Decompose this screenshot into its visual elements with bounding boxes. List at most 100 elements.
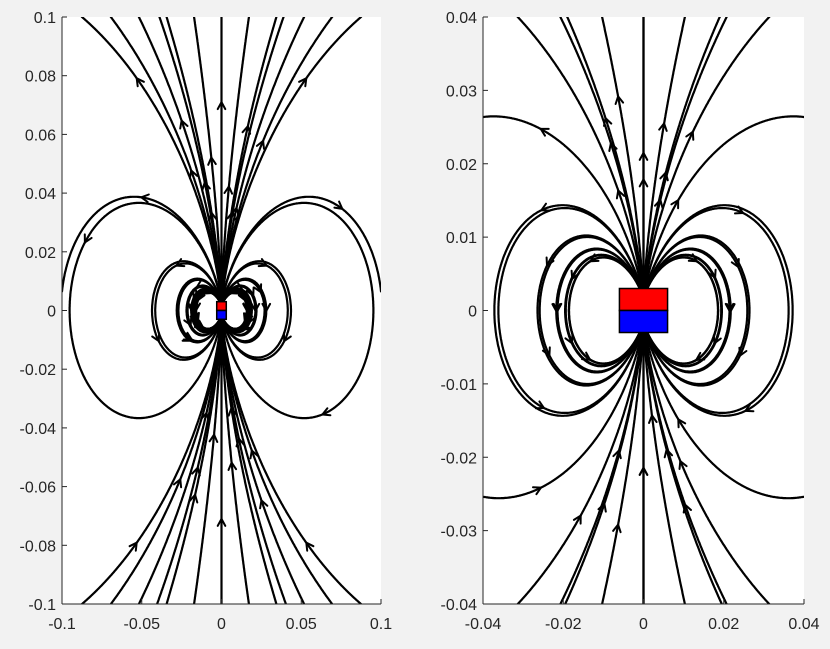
y-tick-label: 0.02	[446, 157, 477, 174]
field-line	[220, 17, 278, 304]
arrow-head	[182, 331, 193, 341]
field-line	[643, 330, 804, 500]
arrow-head	[612, 449, 622, 460]
field-line	[567, 256, 641, 365]
arrow-head	[200, 412, 210, 422]
arrow-head	[208, 433, 219, 443]
arrow-head	[259, 499, 269, 510]
arrow-head	[570, 269, 580, 280]
magnet-south-pole	[215, 309, 228, 321]
right-dipole-plot: -0.04 -0.02 0 0.02 0.04 -0.04 -0.03 -0.02 -0.01 0…	[441, 10, 820, 633]
arrow-head	[216, 101, 227, 111]
field-line	[150, 260, 222, 361]
arrow-head	[183, 316, 193, 327]
arrow-head	[659, 171, 669, 182]
arrow-head	[188, 493, 199, 504]
x-tick-label: 0.04	[788, 616, 819, 633]
field-line	[165, 17, 223, 304]
y-tick-label: 0.1	[34, 10, 56, 27]
arrow-head	[257, 258, 268, 268]
field-line	[559, 331, 644, 604]
field-line	[109, 17, 223, 304]
arrow-head	[695, 351, 706, 361]
field-line	[137, 317, 223, 604]
arrow-head	[534, 400, 545, 410]
field-line	[192, 318, 223, 604]
arrow-head	[250, 302, 261, 312]
arrow-head	[128, 541, 138, 552]
field-line	[137, 17, 223, 304]
x-tick-label: -0.04	[465, 616, 502, 633]
arrow-head	[249, 449, 259, 460]
x-tick-label: -0.05	[124, 616, 161, 633]
arrow-head	[333, 200, 344, 210]
arrow-head	[638, 467, 649, 476]
arrow-head	[253, 283, 263, 294]
field-line	[483, 330, 644, 500]
field-line	[220, 317, 278, 604]
field-line	[645, 235, 749, 386]
arrow-head	[540, 202, 551, 212]
arrow-head	[188, 169, 199, 180]
field-line	[220, 318, 363, 604]
arrow-head	[187, 303, 197, 312]
arrow-head	[648, 414, 658, 424]
field-line	[493, 204, 643, 417]
field-line	[645, 254, 723, 367]
arrow-head	[223, 185, 234, 195]
arrow-head	[140, 193, 150, 204]
field-line	[642, 17, 687, 291]
arrow-head	[173, 478, 183, 489]
field-line	[564, 254, 642, 367]
field-line	[220, 17, 363, 303]
arrow-head	[678, 460, 688, 470]
field-line	[221, 260, 293, 361]
field-line	[80, 17, 223, 303]
arrow-head	[638, 178, 649, 188]
y-tick-label: 0.01	[446, 230, 477, 247]
arrow-head	[572, 514, 582, 525]
arrow-head	[227, 407, 238, 417]
field-line	[80, 318, 223, 604]
field-line	[221, 278, 266, 343]
arrow-head	[612, 523, 622, 534]
field-line	[643, 17, 728, 290]
arrow-head	[83, 233, 93, 244]
field-line	[646, 256, 720, 365]
arrow-head	[541, 346, 551, 357]
arrow-head	[207, 211, 218, 222]
arrow-head	[734, 205, 744, 215]
y-tick-label: 0.04	[25, 186, 56, 203]
arrow-head	[175, 258, 186, 268]
field-line	[220, 17, 251, 303]
arrow-head	[654, 198, 664, 209]
field-line	[220, 17, 306, 304]
arrow-head	[724, 302, 735, 312]
field-line	[644, 207, 790, 414]
arrow-head	[539, 127, 550, 137]
x-tick-label: -0.1	[48, 616, 76, 633]
magnet-north-pole	[215, 300, 228, 312]
field-line	[221, 291, 249, 330]
field-line	[186, 285, 222, 336]
field-line	[483, 115, 643, 291]
field-lines	[483, 17, 804, 604]
x-tick-label: 0.1	[370, 616, 392, 633]
arrow-head	[685, 130, 695, 141]
arrow-head	[243, 312, 253, 323]
arrow-head	[658, 122, 668, 132]
y-tick-label: 0	[47, 304, 56, 321]
field-line	[644, 204, 794, 417]
field-line	[220, 317, 306, 604]
field-line	[177, 278, 222, 343]
x-tick-label: -0.02	[545, 616, 582, 633]
arrow-head	[207, 156, 217, 166]
field-line	[600, 17, 645, 291]
y-tick-label: 0.04	[446, 10, 477, 27]
left-dipole-plot: -0.1 -0.05 0 0.05 0.1 -0.1 -0.08 -0.06 -0.04 -0.0…	[20, 10, 393, 633]
field-line	[497, 207, 643, 414]
field-line	[516, 330, 644, 604]
field-line	[643, 331, 728, 604]
arrow-head	[615, 189, 626, 200]
